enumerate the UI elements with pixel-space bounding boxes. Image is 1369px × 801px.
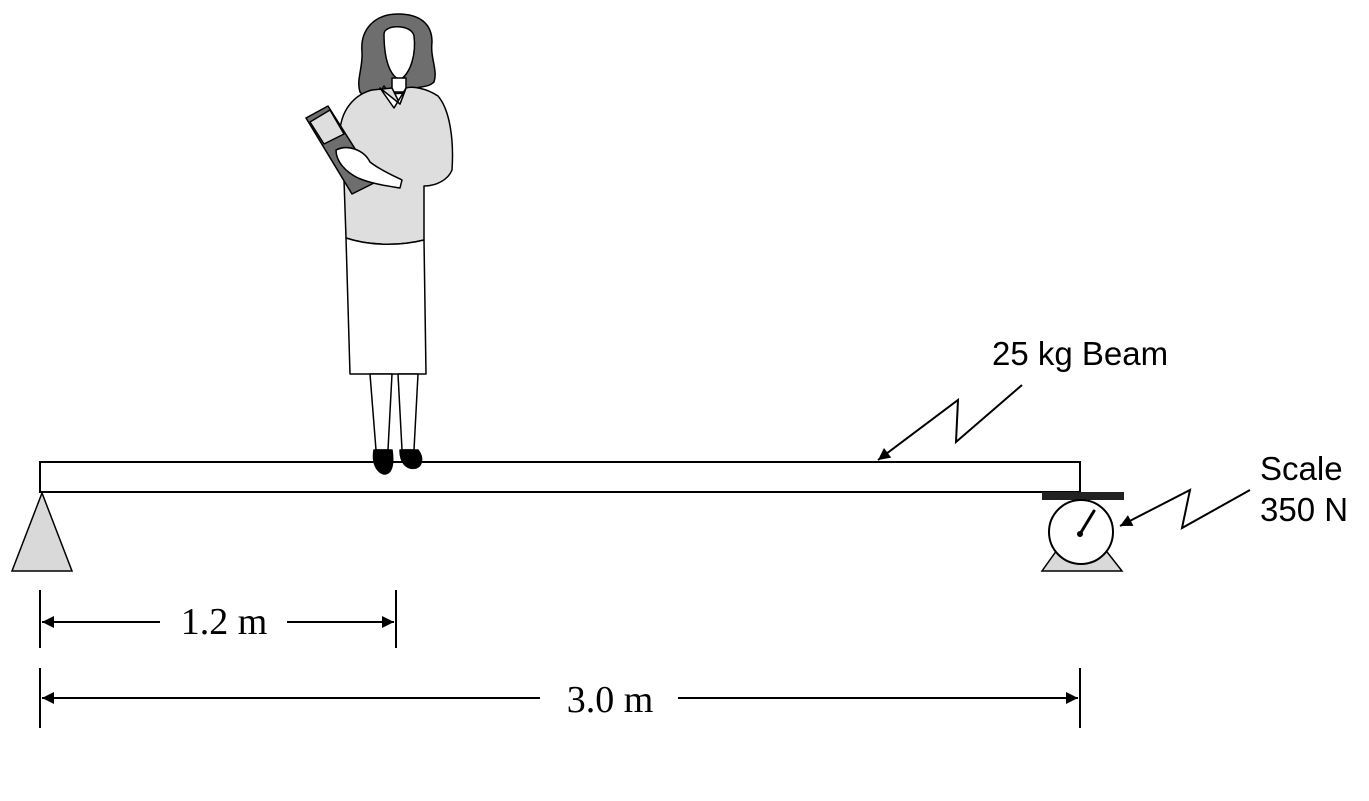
scale-reading-label: 350 N xyxy=(1260,491,1348,528)
dimension-3-0m: 3.0 m xyxy=(39,668,1081,728)
beam-pointer xyxy=(877,384,1023,461)
scale-label: Scale xyxy=(1260,450,1343,487)
dimension-total-label: 3.0 m xyxy=(567,679,654,721)
beam xyxy=(39,461,1081,493)
scale-icon xyxy=(1040,492,1124,572)
person-icon xyxy=(305,13,454,475)
beam-label: 25 kg Beam xyxy=(992,335,1168,372)
dimension-person-label: 1.2 m xyxy=(181,601,268,643)
dimension-1-2m: 1.2 m xyxy=(39,590,397,648)
scale-pointer xyxy=(1119,488,1251,530)
pivot-icon xyxy=(10,490,74,572)
